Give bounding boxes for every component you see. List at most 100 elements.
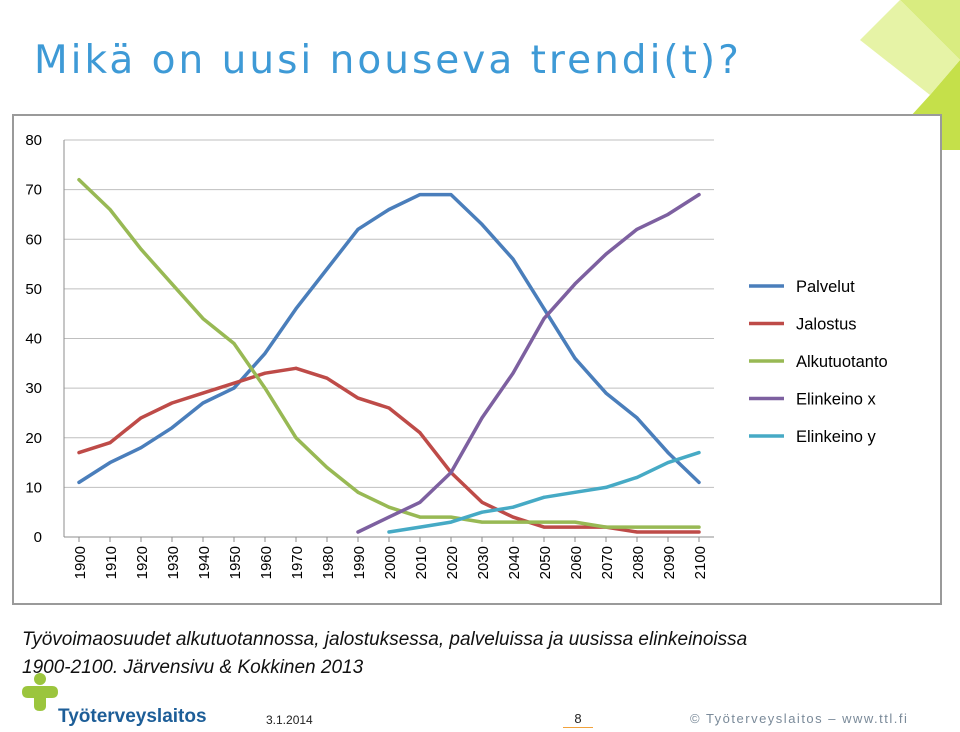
x-tick-label: 1950 — [227, 546, 244, 579]
data-point — [170, 401, 174, 405]
data-point — [604, 391, 608, 395]
data-point — [77, 178, 81, 182]
data-point — [325, 267, 329, 271]
data-point — [542, 495, 546, 499]
page-number: 8 — [563, 711, 593, 728]
y-tick-label: 80 — [25, 132, 42, 149]
data-point — [356, 530, 360, 534]
x-tick-label: 1960 — [258, 546, 275, 579]
x-tick-label: 2020 — [444, 546, 461, 579]
data-point — [356, 396, 360, 400]
x-tick-label: 1930 — [165, 546, 182, 579]
data-point — [635, 525, 639, 529]
data-point — [573, 282, 577, 286]
data-point — [480, 520, 484, 524]
data-point — [573, 490, 577, 494]
series-line-5 — [387, 450, 701, 534]
series-lines — [77, 177, 701, 534]
data-point — [542, 520, 546, 524]
x-tick-label: 1980 — [320, 546, 337, 579]
data-point — [170, 282, 174, 286]
data-point — [604, 485, 608, 489]
legend: Palvelut Jalostus Alkutuotanto Elinkeino x E… — [749, 278, 888, 446]
footer-copyright: © Työterveyslaitos – www.ttl.fi — [690, 711, 909, 726]
x-tick-label: 2050 — [537, 546, 554, 579]
data-point — [232, 341, 236, 345]
x-tick-label: 2100 — [692, 546, 709, 579]
series-line-4 — [356, 192, 701, 534]
x-tick-label: 2070 — [599, 546, 616, 579]
data-point — [449, 470, 453, 474]
chart-frame: 0 10 20 30 40 50 60 70 80 1900 1910 1920 1930 1940 19… — [12, 114, 942, 605]
y-tick-label: 50 — [25, 281, 42, 298]
x-tick-label: 1910 — [103, 546, 120, 579]
legend-label: Elinkeino x — [796, 391, 877, 409]
data-point — [294, 366, 298, 370]
data-point — [325, 376, 329, 380]
data-point — [697, 480, 701, 484]
y-tick-label: 20 — [25, 430, 42, 447]
data-point — [77, 480, 81, 484]
data-point — [263, 371, 267, 375]
data-point — [387, 207, 391, 211]
data-point — [449, 193, 453, 197]
x-tick-label: 2060 — [568, 546, 585, 579]
data-point — [666, 212, 670, 216]
data-point — [573, 525, 577, 529]
data-point — [511, 257, 515, 261]
caption-line-1: Työvoimaosuudet alkutuotannossa, jalostu… — [22, 629, 748, 650]
figure-caption: Työvoimaosuudet alkutuotannossa, jalostu… — [22, 626, 922, 682]
data-point — [604, 525, 608, 529]
logo-text: Työterveyslaitos — [58, 706, 207, 727]
data-point — [666, 530, 670, 534]
y-axis: 0 10 20 30 40 50 60 70 80 — [25, 132, 65, 546]
data-point — [542, 307, 546, 311]
x-tick-label: 2080 — [630, 546, 647, 579]
data-point — [108, 441, 112, 445]
data-point — [77, 451, 81, 455]
data-point — [294, 307, 298, 311]
x-tick-label: 1900 — [72, 546, 89, 579]
data-point — [201, 391, 205, 395]
data-point — [666, 451, 670, 455]
data-point — [263, 386, 267, 390]
data-point — [356, 227, 360, 231]
data-point — [232, 381, 236, 385]
data-point — [387, 505, 391, 509]
y-tick-label: 60 — [25, 231, 42, 248]
footer-date: 3.1.2014 — [266, 713, 313, 727]
data-point — [511, 515, 515, 519]
data-point — [418, 431, 422, 435]
data-point — [418, 515, 422, 519]
data-point — [418, 193, 422, 197]
data-point — [511, 520, 515, 524]
x-tick-label: 1970 — [289, 546, 306, 579]
data-point — [635, 227, 639, 231]
data-point — [139, 247, 143, 251]
y-tick-label: 10 — [25, 479, 42, 496]
y-tick-label: 0 — [34, 529, 42, 546]
data-point — [108, 461, 112, 465]
data-point — [325, 466, 329, 470]
data-point — [449, 520, 453, 524]
x-axis: 1900 1910 1920 1930 1940 1950 1960 1970 1980 1990… — [64, 536, 714, 579]
data-point — [449, 515, 453, 519]
data-point — [387, 406, 391, 410]
x-tick-label: 1940 — [196, 546, 213, 579]
data-point — [697, 530, 701, 534]
legend-label: Elinkeino y — [796, 428, 877, 446]
x-tick-label: 2030 — [475, 546, 492, 579]
data-point — [201, 401, 205, 405]
data-point — [108, 207, 112, 211]
x-tick-label: 2000 — [382, 546, 399, 579]
data-point — [480, 510, 484, 514]
data-point — [170, 426, 174, 430]
data-point — [697, 525, 701, 529]
y-tick-label: 70 — [25, 182, 42, 199]
data-point — [542, 317, 546, 321]
data-point — [511, 505, 515, 509]
x-tick-label: 2040 — [506, 546, 523, 579]
legend-label: Jalostus — [796, 316, 857, 334]
data-point — [356, 490, 360, 494]
